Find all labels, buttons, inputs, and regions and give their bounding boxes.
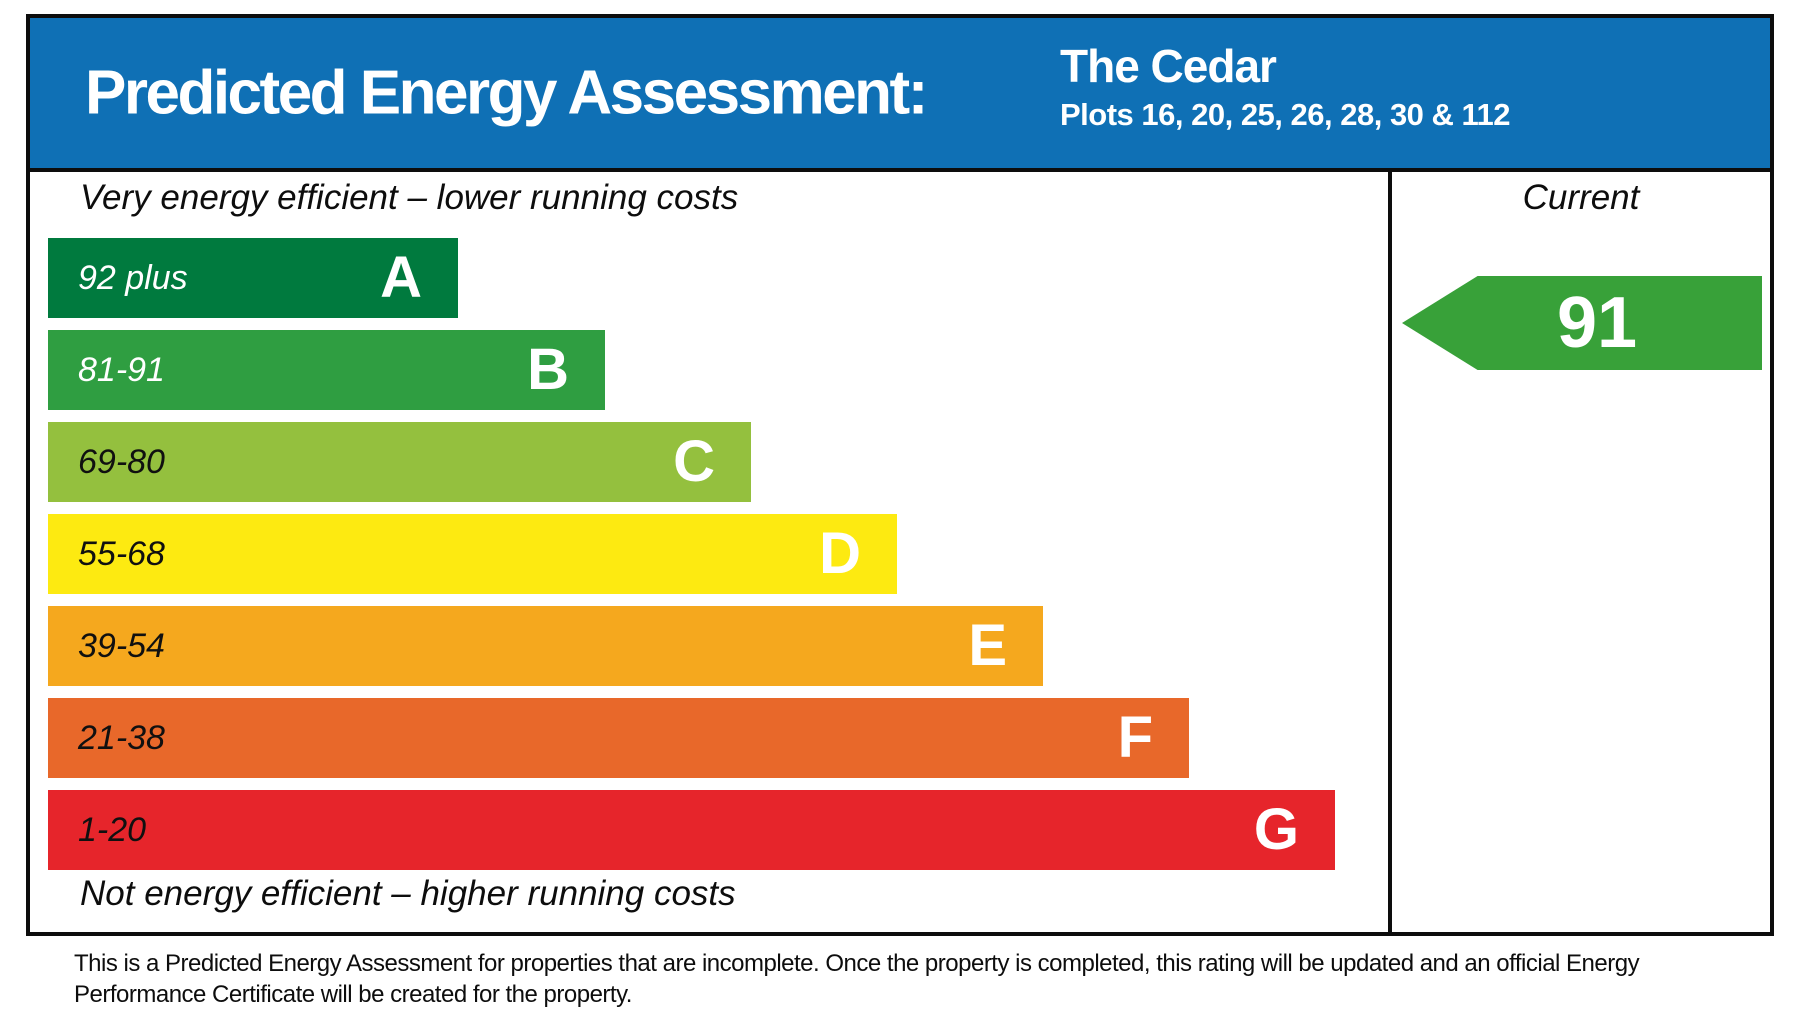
- page-title: Predicted Energy Assessment:: [85, 58, 928, 128]
- header-bar: Predicted Energy Assessment: The Cedar P…: [30, 18, 1770, 172]
- current-rating-arrow: 91: [1402, 276, 1762, 370]
- property-block: The Cedar Plots 16, 20, 25, 26, 28, 30 &…: [1060, 40, 1511, 133]
- band-range-label: 1-20: [78, 810, 147, 849]
- bottom-caption: Not energy efficient – higher running co…: [80, 874, 736, 913]
- band-range-label: 81-91: [78, 350, 165, 389]
- current-column: Current 91: [1392, 172, 1770, 932]
- band-range-label: 69-80: [78, 442, 165, 481]
- band-letter: A: [380, 245, 422, 310]
- epc-panel: Predicted Energy Assessment: The Cedar P…: [26, 14, 1774, 936]
- band-letter: G: [1253, 797, 1299, 862]
- band-letter: B: [527, 337, 569, 402]
- band-letter: C: [673, 429, 715, 494]
- current-column-header: Current: [1522, 178, 1640, 217]
- band-range-label: 55-68: [78, 534, 165, 573]
- band-row-f: 21-38 F: [48, 698, 1189, 778]
- property-name: The Cedar: [1060, 40, 1277, 92]
- band-range-label: 21-38: [78, 718, 165, 757]
- band-row-g: 1-20 G: [48, 790, 1335, 870]
- top-caption: Very energy efficient – lower running co…: [80, 178, 739, 217]
- plots-list: Plots 16, 20, 25, 26, 28, 30 & 112: [1060, 97, 1511, 133]
- band-letter: D: [819, 521, 861, 586]
- band-row-a: 92 plus A: [48, 238, 458, 318]
- epc-chart: Very energy efficient – lower running co…: [30, 172, 1770, 932]
- band-letter: F: [1117, 705, 1153, 770]
- footer-note: This is a Predicted Energy Assessment fo…: [74, 950, 1640, 1008]
- band-range-label: 39-54: [78, 626, 165, 665]
- band-row-e: 39-54 E: [48, 606, 1043, 686]
- band-letter: E: [968, 613, 1007, 678]
- band-row-b: 81-91 B: [48, 330, 605, 410]
- band-list: 92 plus A 81-91 B 69-80 C 55-68 D 39-54 E 21-38 F 1-…: [30, 172, 1388, 932]
- band-range-label: 92 plus: [78, 258, 188, 297]
- band-row-d: 55-68 D: [48, 514, 897, 594]
- current-rating-value: 91: [1556, 283, 1638, 363]
- column-divider: [1388, 172, 1392, 932]
- band-row-c: 69-80 C: [48, 422, 751, 502]
